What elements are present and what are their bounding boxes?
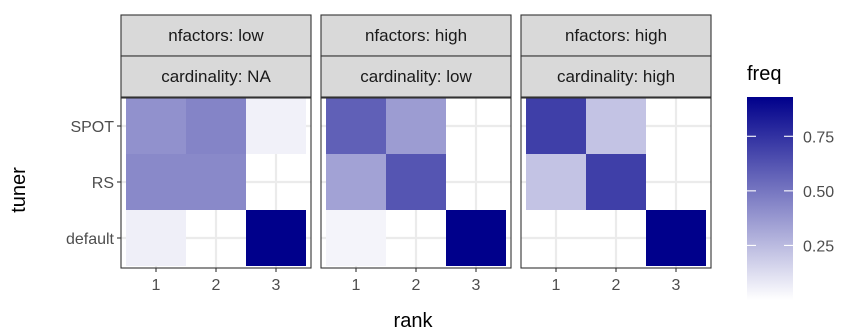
x-tick-label: 1 [352, 277, 361, 294]
x-tick-label: 1 [552, 277, 561, 294]
facet-panel: nfactors: high cardinality: high [520, 14, 712, 269]
x-tick-label: 2 [412, 277, 421, 294]
legend-tick-label: 0.25 [803, 238, 834, 255]
x-tick-label: 3 [672, 277, 681, 294]
x-tick-label: 3 [472, 277, 481, 294]
heatmap-tile [446, 210, 506, 266]
facet-strip-label: cardinality: high [557, 67, 675, 86]
legend-colorbar [747, 97, 793, 300]
heatmap-tile [386, 98, 446, 154]
heatmap-tile [126, 154, 186, 210]
facet-strip-label: nfactors: low [168, 26, 264, 45]
heatmap-tile [526, 98, 586, 154]
facet-strip [520, 14, 712, 57]
facet-strip-label: cardinality: NA [161, 67, 271, 86]
facet-strip [320, 14, 512, 57]
y-axis-title: tuner [8, 167, 30, 213]
heatmap-tile [586, 98, 646, 154]
heatmap-tile [646, 210, 706, 266]
legend-tick-label: 0.50 [803, 184, 834, 201]
heatmap-tile [586, 154, 646, 210]
x-tick-label: 2 [612, 277, 621, 294]
y-tick-label: SPOT [70, 119, 114, 136]
heatmap-tile [186, 98, 246, 154]
x-tick-label: 1 [152, 277, 161, 294]
heatmap-tile [326, 98, 386, 154]
facet-strip [320, 55, 512, 98]
facet-strip [120, 55, 312, 98]
y-tick-label: RS [92, 175, 114, 192]
heatmap-tile [126, 98, 186, 154]
legend-tick-label: 0.75 [803, 129, 834, 146]
facet-strip [120, 14, 312, 57]
axes: rank tuner 1 2 3 1 2 3 1 2 3 default RS SPOT [8, 119, 681, 332]
facet-strip-label: nfactors: high [565, 26, 667, 45]
y-tick-label: default [66, 231, 115, 248]
x-tick-label: 2 [212, 277, 221, 294]
heatmap-tile [326, 154, 386, 210]
facet-strip-label: nfactors: high [365, 26, 467, 45]
x-axis-title: rank [394, 310, 434, 332]
heatmap-tile [186, 154, 246, 210]
facet-strip-label: cardinality: low [360, 67, 472, 86]
color-legend: freq 0.25 0.50 0.75 [747, 63, 834, 300]
heatmap-tile [326, 210, 386, 266]
heatmap-tile [526, 154, 586, 210]
facet-panel: nfactors: high cardinality: low [320, 14, 512, 269]
x-tick-label: 3 [272, 277, 281, 294]
heatmap-tile [246, 98, 306, 154]
legend-title: freq [747, 63, 781, 85]
heatmap-tile [126, 210, 186, 266]
facet-panel: nfactors: low cardinality: NA [120, 14, 312, 269]
heatmap-tile [246, 210, 306, 266]
heatmap-tile [386, 154, 446, 210]
facet-strip [520, 55, 712, 98]
facet-panels: nfactors: low cardinality: NA nfactors: hi… [120, 14, 712, 269]
